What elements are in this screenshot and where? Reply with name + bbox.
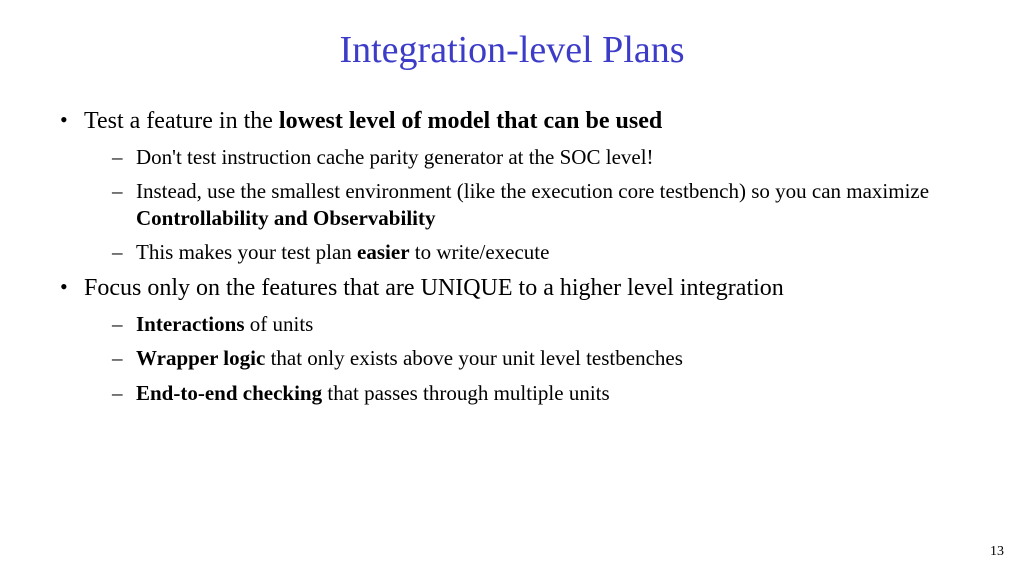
text-run: Wrapper logic	[136, 346, 265, 370]
text-run: to write/execute	[410, 240, 550, 264]
text-run: This makes your test plan	[136, 240, 357, 264]
slide: Integration-level Plans Test a feature i…	[0, 0, 1024, 576]
sub-bullet-list: Interactions of units Wrapper logic that …	[84, 311, 972, 406]
text-run: Instead, use the smallest environment (l…	[136, 179, 929, 203]
sub-bullet-item: Interactions of units	[112, 311, 972, 337]
sub-bullet-list: Don't test instruction cache parity gene…	[84, 144, 972, 265]
sub-bullet-item: End-to-end checking that passes through …	[112, 380, 972, 406]
text-run: Test a feature in the	[84, 108, 279, 134]
text-run: Focus only on the features that are UNIQ…	[84, 275, 784, 301]
page-number: 13	[990, 544, 1004, 560]
text-run: easier	[357, 240, 409, 264]
text-run: of units	[245, 312, 314, 336]
slide-title: Integration-level Plans	[52, 28, 972, 72]
text-run: lowest level of model that can be used	[279, 108, 662, 134]
sub-bullet-item: Wrapper logic that only exists above you…	[112, 345, 972, 371]
sub-bullet-item: Instead, use the smallest environment (l…	[112, 178, 972, 231]
bullet-item: Focus only on the features that are UNIQ…	[56, 273, 972, 406]
sub-bullet-item: Don't test instruction cache parity gene…	[112, 144, 972, 170]
bullet-list: Test a feature in the lowest level of mo…	[52, 106, 972, 406]
sub-bullet-item: This makes your test plan easier to writ…	[112, 239, 972, 265]
text-run: Controllability and Observability	[136, 206, 436, 230]
text-run: that passes through multiple units	[322, 381, 610, 405]
text-run: that only exists above your unit level t…	[265, 346, 683, 370]
text-run: End-to-end checking	[136, 381, 322, 405]
text-run: Don't test instruction cache parity gene…	[136, 145, 654, 169]
bullet-item: Test a feature in the lowest level of mo…	[56, 106, 972, 265]
text-run: Interactions	[136, 312, 245, 336]
